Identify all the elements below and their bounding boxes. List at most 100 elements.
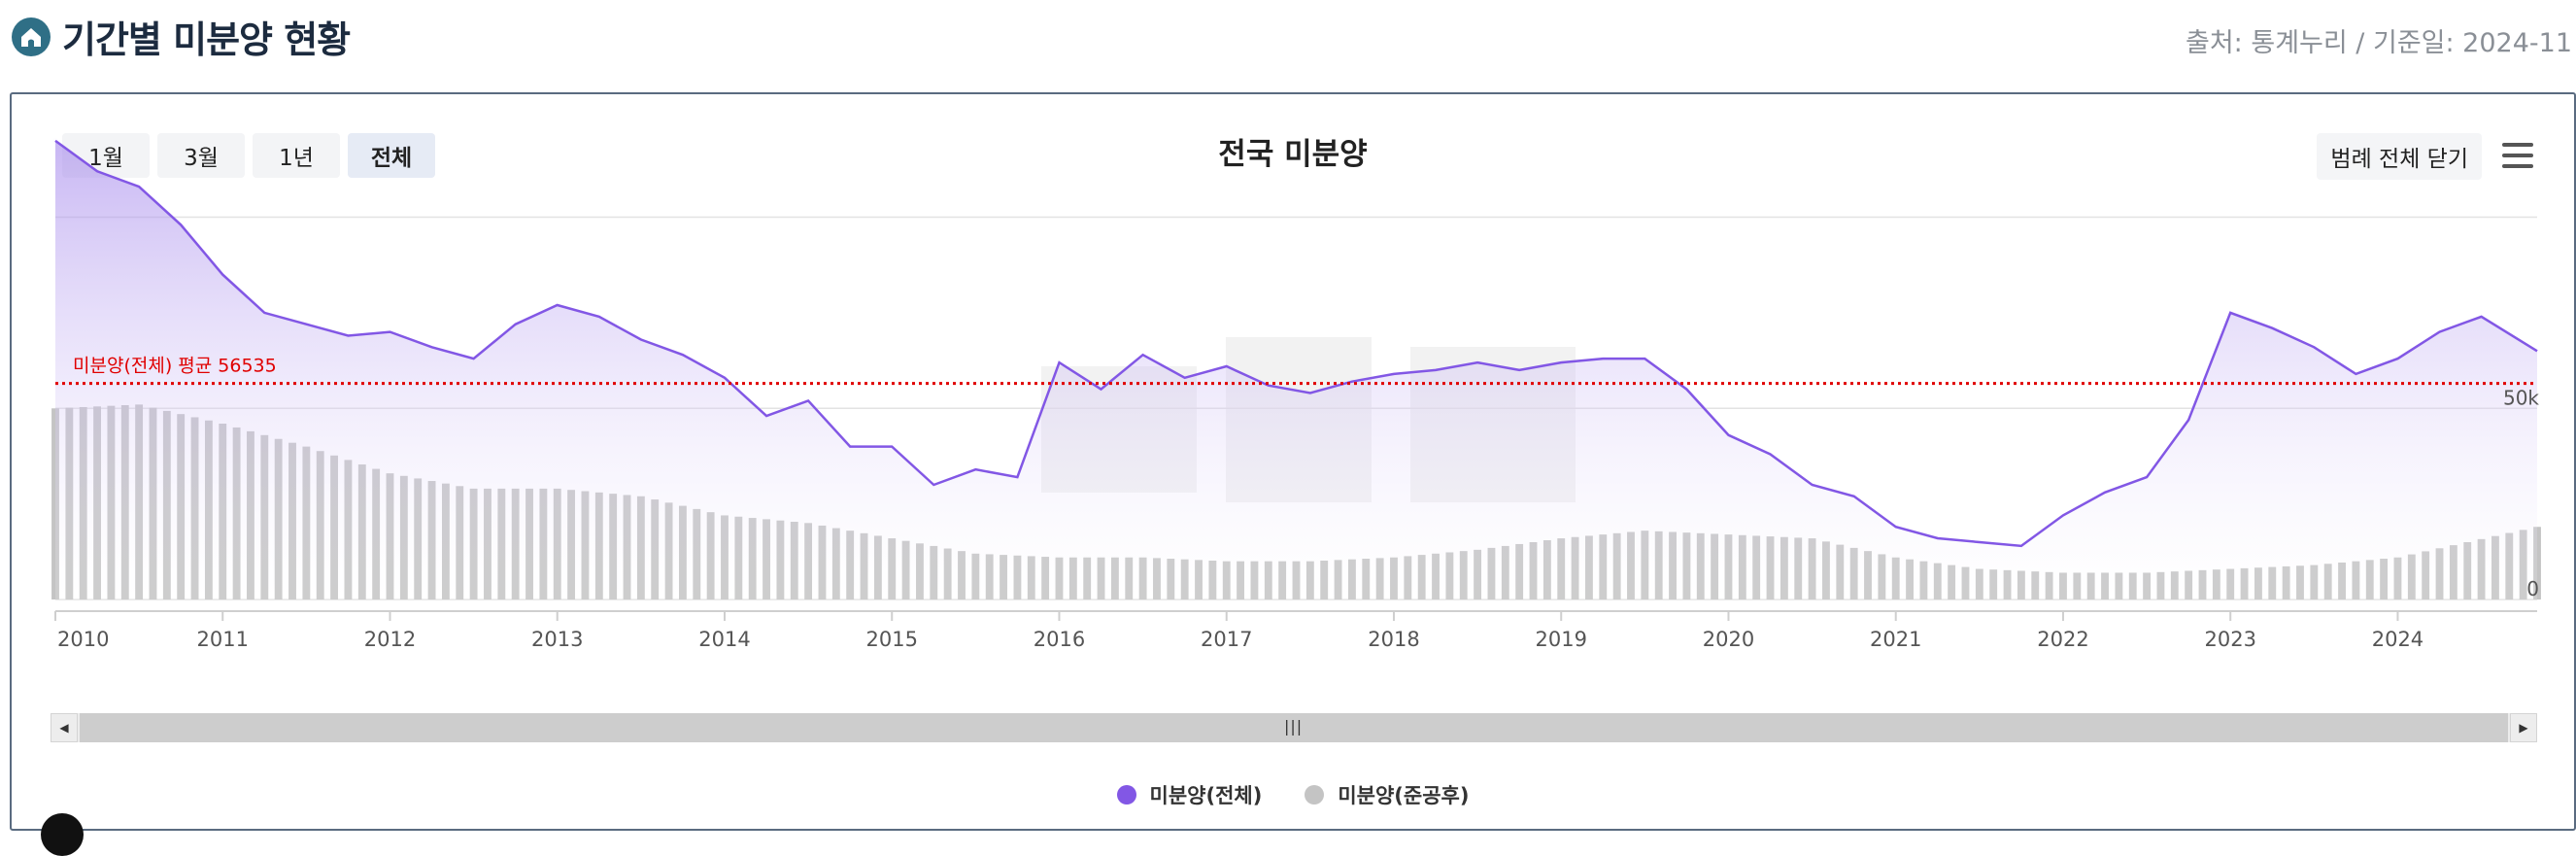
point-total[interactable] [136, 184, 142, 189]
point-total[interactable] [1810, 482, 1815, 488]
point-total[interactable] [2102, 490, 2108, 496]
y-tick-label: 50k [2503, 386, 2539, 409]
chart-navigator-scrollbar[interactable]: ◀ ||| ▶ [51, 713, 2537, 742]
x-tick-label: 2010 [57, 628, 109, 651]
page-title: 기간별 미분양 현황 [62, 18, 351, 61]
point-total[interactable] [513, 322, 519, 327]
x-tick-label: 2018 [1368, 628, 1419, 651]
point-total[interactable] [972, 466, 978, 472]
point-total[interactable] [889, 444, 895, 450]
point-total[interactable] [1768, 451, 1774, 457]
point-total[interactable] [847, 444, 853, 450]
point-total[interactable] [931, 482, 936, 488]
x-tick-label: 2016 [1034, 628, 1085, 651]
range-button-group: 1월 3월 1년 전체 [62, 133, 435, 178]
point-total[interactable] [1474, 360, 1480, 365]
point-total[interactable] [2479, 314, 2485, 320]
chart-legend: 미분양(전체) 미분양(준공후) [12, 780, 2574, 809]
x-tick-label: 2011 [197, 628, 249, 651]
point-total[interactable] [1391, 371, 1397, 377]
point-total[interactable] [261, 310, 267, 316]
legend-close-all-button[interactable]: 범례 전체 닫기 [2317, 133, 2482, 180]
point-total[interactable] [638, 336, 644, 342]
point-total[interactable] [471, 356, 477, 361]
point-total[interactable] [2437, 329, 2443, 335]
legend-dot-completed [1305, 785, 1325, 805]
x-tick-label: 2014 [698, 628, 750, 651]
point-total[interactable] [1014, 474, 1020, 480]
point-total[interactable] [387, 329, 392, 335]
chart-title: 전국 미분양 [1218, 137, 1368, 172]
point-total[interactable] [2186, 417, 2191, 423]
point-total[interactable] [1642, 356, 1647, 361]
x-tick-label: 2023 [2204, 628, 2255, 651]
scroll-left-arrow-icon[interactable]: ◀ [51, 713, 78, 742]
y-tick-label: 0 [2526, 577, 2539, 600]
point-total[interactable] [220, 272, 225, 278]
range-1-year-button[interactable]: 1년 [253, 133, 340, 178]
point-total[interactable] [2269, 325, 2275, 331]
point-total[interactable] [2534, 348, 2540, 354]
point-total[interactable] [2353, 371, 2358, 377]
area-fill-total [55, 140, 2537, 599]
point-total[interactable] [303, 322, 309, 327]
chart-panel: 1월 3월 1년 전체 전국 미분양 범례 전체 닫기 미분양(전체) 평균 5… [10, 92, 2576, 856]
x-tick-label: 2021 [1870, 628, 1921, 651]
point-total[interactable] [2144, 474, 2150, 480]
point-total[interactable] [2018, 543, 2024, 549]
x-tick-label: 2019 [1535, 628, 1586, 651]
point-total[interactable] [680, 352, 686, 358]
x-tick-label: 2020 [1703, 628, 1754, 651]
hamburger-menu-icon[interactable] [2500, 140, 2535, 171]
point-total[interactable] [2060, 512, 2066, 518]
range-all-button[interactable]: 전체 [348, 133, 435, 178]
point-total[interactable] [1725, 432, 1731, 438]
home-icon [12, 17, 51, 56]
point-total[interactable] [94, 168, 100, 174]
x-tick-label: 2024 [2372, 628, 2423, 651]
point-total[interactable] [52, 138, 58, 144]
legend-item-completed[interactable]: 미분양(준공후) [1305, 780, 1469, 809]
point-total[interactable] [178, 222, 184, 227]
point-total[interactable] [1516, 367, 1522, 373]
point-total[interactable] [1224, 363, 1230, 369]
point-total[interactable] [1935, 535, 1941, 541]
range-3-month-button[interactable]: 3월 [157, 133, 245, 178]
point-total[interactable] [1140, 352, 1146, 358]
point-total[interactable] [1600, 356, 1606, 361]
point-total[interactable] [429, 344, 435, 350]
point-total[interactable] [2227, 310, 2233, 316]
point-total[interactable] [1851, 494, 1857, 499]
point-total[interactable] [1307, 391, 1313, 396]
point-total[interactable] [722, 375, 728, 381]
legend-label-completed: 미분양(준공후) [1338, 784, 1470, 807]
average-label: 미분양(전체) 평균 56535 [73, 356, 277, 377]
point-total[interactable] [763, 413, 769, 419]
chart-plot: 미분양(전체) 평균 56535 2010 2011 2012 2013 2014 201… [51, 138, 2541, 651]
scroll-right-arrow-icon[interactable]: ▶ [2510, 713, 2537, 742]
point-total[interactable] [1893, 524, 1899, 530]
point-total[interactable] [1558, 360, 1564, 365]
point-total[interactable] [345, 333, 351, 339]
point-total[interactable] [805, 397, 811, 403]
point-total[interactable] [555, 302, 560, 308]
page-header: 기간별 미분양 현황 출처: 통계누리 / 기준일: 2024-11 [0, 0, 2576, 78]
point-total[interactable] [2311, 344, 2317, 350]
point-total[interactable] [1977, 539, 1983, 545]
line-total[interactable] [54, 139, 2538, 548]
scrollbar-grip-icon: ||| [1284, 717, 1304, 736]
point-total[interactable] [596, 314, 602, 320]
scrollbar-thumb[interactable]: ||| [80, 713, 2508, 742]
point-total[interactable] [1182, 375, 1188, 381]
point-total[interactable] [1056, 360, 1062, 365]
source-text: 출처: 통계누리 / 기준일: 2024-11 [2186, 28, 2572, 58]
point-total[interactable] [2394, 356, 2400, 361]
point-total[interactable] [1683, 387, 1689, 393]
x-tick-label: 2017 [1201, 628, 1252, 651]
x-tick-label: 2012 [364, 628, 416, 651]
legend-item-total[interactable]: 미분양(전체) [1116, 780, 1262, 809]
point-total[interactable] [1433, 367, 1439, 373]
x-tick-label: 2015 [866, 628, 918, 651]
legend-dot-total [1116, 785, 1136, 805]
point-total[interactable] [1099, 387, 1104, 393]
